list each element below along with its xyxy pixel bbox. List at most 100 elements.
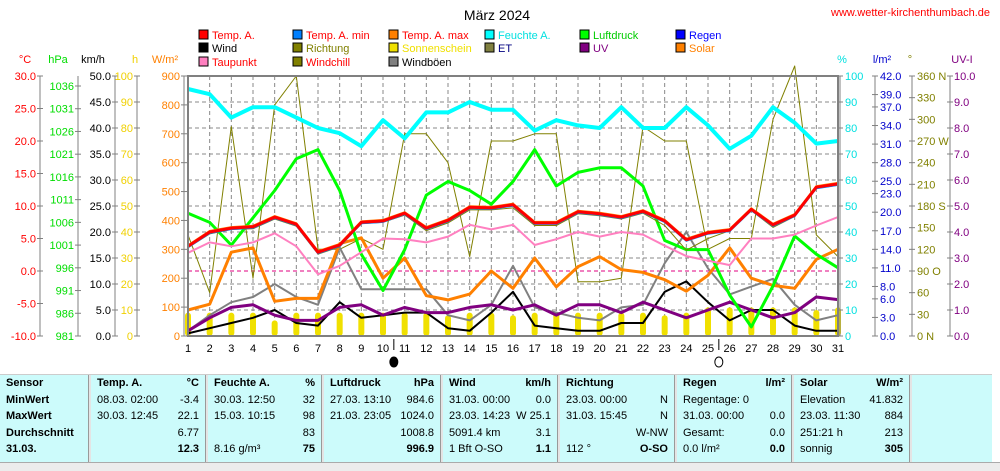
left-axis-tick-label: 800	[162, 100, 180, 112]
wind-header: Wind	[449, 377, 476, 389]
legend-label: Richtung	[306, 43, 349, 55]
temp-row-label: 08.03. 02:00	[97, 393, 159, 406]
divider	[909, 375, 912, 463]
legend-swatch	[579, 42, 590, 53]
regen-row-value: 0.0	[769, 443, 785, 455]
luftdruck-row-value: 1008.8	[400, 426, 434, 439]
right-axis-tick-label: 42.0	[880, 71, 901, 83]
x-tick-label: 31	[832, 343, 844, 355]
left-axis-tick-label: 200	[162, 273, 180, 285]
x-tick-label: 15	[485, 343, 497, 355]
sunshine-bar	[423, 312, 430, 336]
right-axis-tick-label: 20	[845, 279, 857, 291]
solar-row-value: 213	[884, 426, 903, 439]
left-axis-tick-label: 30.0	[15, 71, 36, 83]
legend-swatch	[484, 29, 495, 40]
right-axis-tick-label: 120	[917, 244, 935, 256]
legend-label: Windchill	[306, 57, 350, 69]
right-axis-tick-label: 25.0	[880, 176, 901, 188]
sunshine-bar	[336, 312, 343, 336]
right-axis-tick-label: 40	[845, 227, 857, 239]
regen-row-label: Regentage: 0	[683, 393, 750, 406]
right-axis-tick-label: 100	[845, 71, 863, 83]
legend-swatch	[388, 42, 399, 53]
status-bar	[0, 462, 1000, 471]
right-axis-tick-label: 23.0	[880, 189, 901, 201]
right-axis-tick-label: 8.0	[954, 123, 969, 135]
x-tick-label: 23	[659, 343, 671, 355]
wind-column: Wind km/h 31.03. 00:00 0.0 23.03. 14:23 W 25.…	[443, 375, 557, 463]
divider	[205, 375, 208, 463]
right-axis-tick-label: 330	[917, 93, 935, 105]
right-axis-tick-label: 7.0	[954, 149, 969, 161]
left-axis-tick-label: 30.0	[90, 175, 111, 187]
temp-row-label: 30.03. 12:45	[97, 410, 159, 422]
left-axis-tick-label: 5.0	[21, 234, 36, 246]
feuchte-row-value: 75	[302, 443, 315, 455]
left-axis-tick-label: 70	[121, 149, 133, 161]
sunshine-bar	[640, 312, 646, 336]
left-axis-tick-label: -5.0	[17, 299, 36, 311]
right-axis-tick-label: 11.0	[880, 263, 901, 275]
left-axis-tick-label: 1021	[50, 149, 74, 161]
temp-row-value: -3.4	[180, 393, 199, 406]
feuchte-row-value: 83	[302, 426, 315, 439]
right-axis-tick-label: 2.0	[954, 279, 969, 291]
right-axis-tick-label: 3.0	[954, 253, 969, 265]
legend-label: Sonnenschein	[402, 43, 472, 55]
sunshine-bar	[770, 307, 776, 336]
right-axis-tick-label: 28.0	[880, 158, 901, 170]
left-axis-tick-label: 20.0	[90, 227, 111, 239]
divider	[321, 375, 324, 463]
divider	[674, 375, 677, 463]
x-tick-label: 7	[315, 343, 321, 355]
sunshine-bar	[596, 312, 603, 336]
chart-title: März 2024	[464, 7, 530, 23]
x-tick-label: 10	[377, 343, 389, 355]
legend-swatch	[292, 42, 303, 53]
regen-header: Regen	[683, 377, 717, 389]
right-axis-unit: UV-I	[951, 54, 972, 66]
legend-label: Wind	[212, 43, 237, 55]
legend-swatch	[292, 56, 303, 67]
left-axis-tick-label: 50.0	[90, 71, 111, 83]
richtung-row-value: O-SO	[639, 443, 668, 455]
left-axis-tick-label: 50	[121, 201, 133, 213]
right-axis-tick-label: 50	[845, 201, 857, 213]
max-label: MaxWert	[6, 410, 52, 422]
wind-row-label: 5091.4 km	[449, 426, 501, 439]
luftdruck-row-value: 996.9	[406, 443, 434, 455]
sunshine-bar	[575, 312, 581, 336]
left-axis-tick-label: 1011	[50, 195, 74, 207]
right-axis-tick-label: 0	[845, 331, 851, 343]
legend-swatch	[198, 42, 209, 53]
solar-row-label: 23.03. 11:30	[800, 410, 861, 422]
sunshine-bar	[553, 312, 560, 336]
solar-unit: W/m²	[876, 377, 903, 389]
current-date-label: 31.03.	[6, 443, 37, 455]
right-axis-unit: °	[908, 54, 912, 66]
legend-label: ET	[498, 43, 512, 55]
right-axis-tick-label: 0.0	[880, 331, 895, 343]
x-tick-label: 22	[637, 343, 649, 355]
right-axis-tick-label: 6.0	[880, 294, 895, 306]
wind-row-label: 31.03. 00:00	[449, 393, 511, 406]
right-axis-tick-label: 360 N	[917, 71, 946, 83]
legend-label: Temp. A.	[212, 30, 255, 42]
sunshine-bar	[661, 315, 668, 336]
right-axis-tick-label: 5.0	[954, 201, 969, 213]
avg-label: Durchschnitt	[6, 426, 74, 439]
left-axis-tick-label: 80	[121, 123, 133, 135]
right-axis-tick-label: 0.0	[954, 331, 969, 343]
x-tick-label: 18	[550, 343, 562, 355]
left-axis-unit: °C	[19, 54, 31, 66]
series-line-temp-a-	[187, 182, 839, 254]
regen-row-value: 0.0	[769, 410, 785, 422]
left-axis-tick-label: 0.0	[96, 331, 111, 343]
right-axis-tick-label: 70	[845, 149, 857, 161]
x-tick-label: 26	[724, 343, 736, 355]
legend-swatch	[388, 29, 399, 40]
right-axis-tick-label: 90 O	[917, 266, 941, 278]
legend-label: Feuchte A.	[498, 30, 551, 42]
sunshine-bar	[380, 312, 386, 336]
